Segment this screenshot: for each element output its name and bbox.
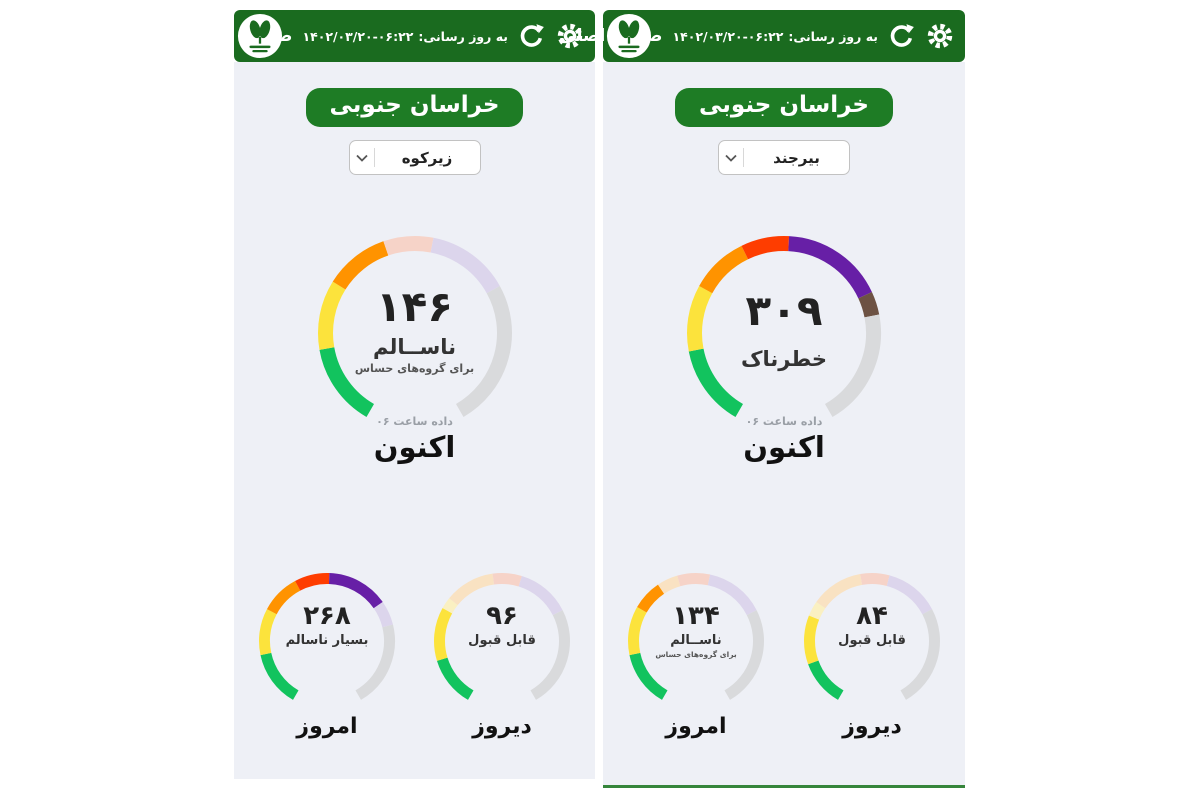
period-label-yesterday: دیروز [842, 714, 902, 740]
aqi-category-label: قابل قبول [468, 633, 536, 649]
update-label: به روز رسانی: [418, 28, 508, 44]
app-screen-birjand: به روز رسانی: ۱۴۰۲/۰۳/۲۰-۰۶:۲۲ صفحه اصلی… [559, 10, 965, 788]
aqi-category-label: خطرناک [741, 346, 827, 371]
aqi-value-yesterday: ۸۴ [856, 601, 888, 632]
gear-icon[interactable] [925, 21, 955, 51]
gauge-block-today: ۱۳۴ ناســالم برای گروه‌های حساس امروز [617, 572, 775, 739]
panel-body: خراسان جنوبی زیرکوه ۱۴۶ ناســالم برای گر… [234, 62, 595, 779]
aqi-category-label: ناســالم [373, 334, 457, 359]
refresh-icon[interactable] [888, 23, 915, 50]
aqi-category-label: قابل قبول [838, 633, 906, 649]
app-header: به روز رسانی: ۱۴۰۲/۰۳/۲۰-۰۶:۲۲ صفحه اصلی [189, 10, 595, 62]
aqi-value-now: ۱۴۶ [376, 282, 453, 332]
last-updated: به روز رسانی: ۱۴۰۲/۰۳/۲۰-۰۶:۲۲ [672, 29, 878, 44]
city-dropdown[interactable]: زیرکوه [348, 140, 481, 176]
city-dropdown-value: بیرجند [773, 148, 820, 167]
update-label: به روز رسانی: [788, 28, 878, 44]
aqi-gauge-now: ۱۴۶ ناســالم برای گروه‌های حساس [317, 235, 513, 431]
aqi-value-today: ۱۳۴ [672, 601, 720, 632]
period-label-yesterday: دیروز [472, 714, 532, 740]
aqi-gauge-today: ۱۳۴ ناســالم برای گروه‌های حساس [627, 572, 765, 710]
dropdown-separator [743, 148, 744, 168]
aqi-value-today: ۲۶۸ [303, 601, 351, 632]
gauge-block-yesterday: ۹۶ قابل قبول دیروز [423, 572, 581, 739]
history-gauges-row: ۱۳۴ ناســالم برای گروه‌های حساس امروز ۸۴… [603, 572, 965, 739]
refresh-icon[interactable] [518, 23, 545, 50]
period-label-now: اکنون [373, 430, 456, 465]
dropdown-separator [373, 148, 375, 168]
gauge-block-today: ۲۶۸ بسیار ناسالم امروز [248, 572, 406, 739]
city-dropdown-value: زیرکوه [401, 148, 453, 167]
aqi-value-yesterday: ۹۶ [486, 601, 518, 632]
last-updated: به روز رسانی: ۱۴۰۲/۰۳/۲۰-۰۶:۲۲ [302, 29, 508, 44]
period-label-today: امروز [665, 714, 727, 740]
gear-icon[interactable] [555, 21, 585, 51]
data-hour-note: داده ساعت ۰۶ [745, 415, 823, 429]
panel-body: خراسان جنوبی بیرجند ۳۰۹ خطرناک داده ساعت… [603, 62, 965, 788]
aqi-gauge-today: ۲۶۸ بسیار ناسالم [258, 572, 396, 710]
gauge-block-yesterday: ۸۴ قابل قبول دیروز [793, 572, 951, 739]
aqi-gauge-yesterday: ۸۴ قابل قبول [803, 572, 941, 710]
aqi-value-now: ۳۰۹ [745, 286, 823, 336]
city-dropdown[interactable]: بیرجند [718, 140, 850, 176]
period-label-now: اکنون [743, 430, 825, 465]
update-datetime: ۱۴۰۲/۰۳/۲۰-۰۶:۲۲ [672, 28, 784, 44]
data-hour-note: داده ساعت ۰۶ [376, 415, 453, 429]
province-badge: خراسان جنوبی [305, 88, 524, 128]
update-datetime: ۱۴۰۲/۰۳/۲۰-۰۶:۲۲ [302, 28, 414, 44]
app-logo-icon [237, 13, 283, 59]
aqi-category-sublabel: برای گروه‌های حساس [354, 361, 475, 375]
history-gauges-row: ۲۶۸ بسیار ناسالم امروز ۹۶ قابل قبول دیرو… [234, 572, 595, 739]
period-label-today: امروز [296, 714, 358, 740]
aqi-gauge-now: ۳۰۹ خطرناک [686, 235, 882, 431]
province-badge: خراسان جنوبی [675, 88, 893, 128]
aqi-category-sublabel: برای گروه‌های حساس [655, 650, 737, 660]
chevron-down-icon [350, 154, 374, 162]
aqi-category-label: ناســالم [670, 633, 722, 649]
app-screen-zirkuh: به روز رسانی: ۱۴۰۲/۰۳/۲۰-۰۶:۲۲ صفحه اصلی… [189, 10, 595, 779]
chevron-down-icon [719, 154, 743, 162]
aqi-gauge-yesterday: ۹۶ قابل قبول [433, 572, 571, 710]
app-logo-icon [606, 13, 652, 59]
aqi-category-label: بسیار ناسالم [285, 633, 369, 649]
app-header: به روز رسانی: ۱۴۰۲/۰۳/۲۰-۰۶:۲۲ صفحه اصلی [559, 10, 965, 62]
